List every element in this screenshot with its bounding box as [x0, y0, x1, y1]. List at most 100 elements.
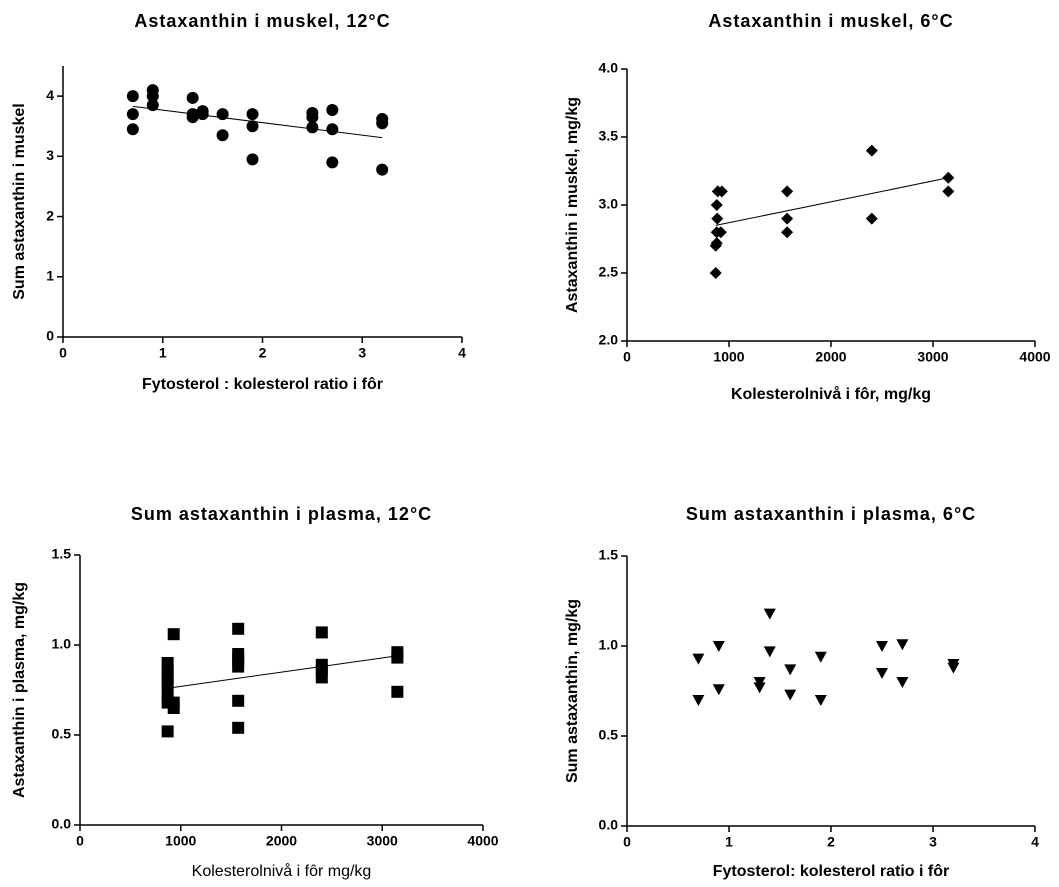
point	[784, 664, 797, 676]
point	[216, 129, 229, 142]
point	[146, 90, 159, 103]
x-tick-label: 3000	[917, 349, 948, 365]
point	[216, 108, 229, 121]
x-tick-label: 2	[827, 834, 835, 850]
chart-title: Astaxanthin i muskel, 12°C	[134, 11, 390, 31]
y-tick-label: 3	[46, 147, 54, 163]
point	[763, 646, 776, 658]
point	[942, 185, 955, 198]
point	[865, 212, 878, 225]
point	[709, 267, 722, 279]
panel: Astaxanthin i muskel, 12°C Fytosterol : k…	[11, 11, 466, 393]
point	[763, 608, 776, 620]
x-tick-label: 4000	[467, 833, 498, 849]
point	[376, 117, 389, 130]
point	[376, 163, 389, 176]
x-tick-label: 2	[259, 345, 267, 361]
panel: Sum astaxanthin i plasma, 6°C Fytosterol:…	[564, 504, 1039, 880]
x-tick-label: 3	[358, 345, 366, 361]
point	[781, 226, 794, 239]
point	[315, 626, 328, 639]
y-tick-label: 4	[46, 87, 54, 103]
point	[186, 108, 199, 121]
y-axis-label: Astaxanthin i muskel, mg/kg	[564, 97, 581, 313]
y-axis-label: Sum astaxanthin i muskel	[11, 103, 28, 300]
y-tick-label: 0	[46, 328, 54, 344]
point	[715, 185, 728, 198]
x-tick-label: 3	[929, 834, 937, 850]
x-tick-label: 0	[623, 349, 631, 365]
point	[692, 695, 705, 706]
x-tick-label: 1000	[165, 833, 196, 849]
point	[246, 120, 259, 133]
y-axis-label: Sum astaxanthin, mg/kg	[564, 599, 581, 783]
chart-title: Sum astaxanthin i plasma, 6°C	[686, 504, 976, 524]
point	[232, 660, 245, 673]
point	[186, 91, 199, 104]
x-tick-label: 1	[159, 345, 167, 361]
point	[714, 226, 727, 239]
y-tick-label: 1.0	[52, 636, 72, 652]
chart-title: Sum astaxanthin i plasma, 12°C	[131, 504, 432, 524]
x-tick-label: 4	[1031, 834, 1039, 850]
point	[326, 103, 339, 116]
point	[896, 639, 909, 651]
panel: Astaxanthin i muskel, 6°C Kolesterolnivå …	[564, 11, 1051, 403]
x-tick-label: 0	[623, 834, 631, 850]
point	[161, 657, 174, 669]
point	[315, 671, 328, 684]
x-tick-label: 4000	[1019, 349, 1050, 365]
trend-line	[715, 177, 949, 226]
point	[710, 199, 723, 211]
y-tick-label: 2.0	[599, 332, 619, 348]
y-tick-label: 2	[46, 207, 54, 223]
x-axis-label: Kolesterolnivå i fôr, mg/kg	[731, 385, 931, 403]
chart-title: Astaxanthin i muskel, 6°C	[708, 11, 953, 31]
point	[232, 694, 245, 707]
point	[391, 685, 404, 698]
point	[753, 682, 766, 694]
point	[692, 653, 705, 665]
point	[712, 641, 725, 652]
trend-line	[132, 105, 383, 139]
point	[232, 721, 245, 734]
y-tick-label: 0.0	[52, 816, 72, 832]
y-tick-label: 1	[46, 267, 54, 283]
point	[326, 123, 339, 136]
point	[865, 144, 878, 157]
y-tick-label: 0.5	[599, 727, 619, 743]
point	[246, 108, 259, 121]
point	[711, 212, 724, 225]
y-tick-label: 0.0	[599, 817, 619, 833]
point	[876, 641, 888, 652]
point	[781, 212, 794, 225]
panel: Sum astaxanthin i plasma, 12°C Kolesterol…	[11, 504, 499, 880]
x-tick-label: 2000	[815, 349, 846, 365]
x-tick-label: 0	[76, 833, 84, 849]
point	[814, 695, 827, 706]
x-tick-label: 1000	[713, 349, 744, 365]
x-tick-label: 2000	[266, 833, 297, 849]
point	[146, 99, 159, 112]
x-axis-label: Fytosterol : kolesterol ratio i fôr	[142, 376, 383, 393]
y-tick-label: 0.5	[52, 726, 72, 742]
point	[126, 90, 139, 103]
x-tick-label: 4	[458, 345, 466, 361]
point	[306, 111, 319, 124]
point	[876, 668, 888, 679]
point	[306, 121, 319, 134]
point	[232, 622, 245, 635]
y-tick-label: 3.0	[599, 196, 619, 212]
point	[126, 123, 139, 136]
y-tick-label: 2.5	[599, 264, 619, 280]
point	[167, 628, 180, 641]
point	[167, 696, 180, 709]
y-tick-label: 4.0	[599, 60, 619, 76]
point	[126, 108, 139, 121]
point	[246, 153, 259, 166]
y-tick-label: 1.5	[599, 547, 619, 563]
trend-line	[167, 655, 398, 689]
point	[896, 677, 909, 688]
point	[710, 237, 723, 250]
point	[784, 689, 797, 701]
